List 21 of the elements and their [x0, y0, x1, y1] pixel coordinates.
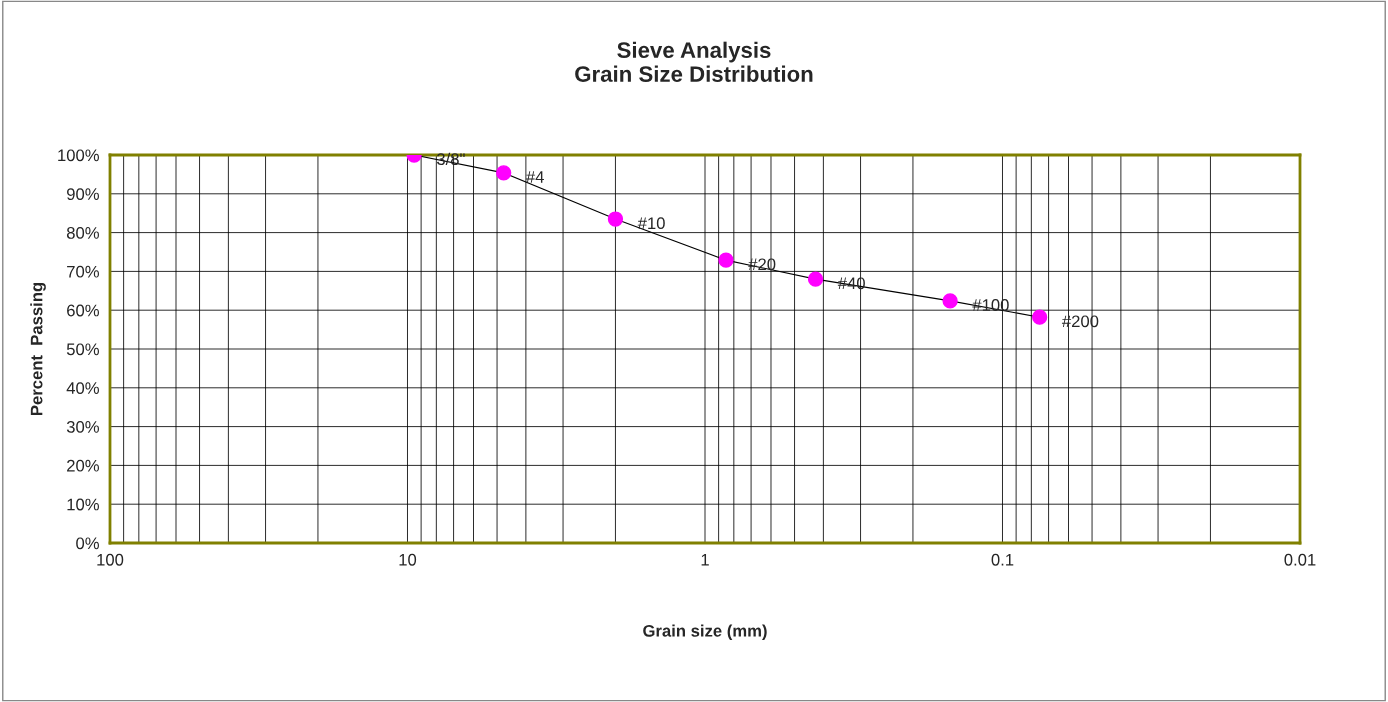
y-axis-title: Percent Passing [30, 282, 46, 416]
y-tick-label: 0% [76, 537, 99, 550]
y-tick-label: 90% [67, 188, 99, 200]
y-tick-label: 30% [66, 421, 99, 433]
x-axis-title: Grain size (mm) [643, 624, 767, 641]
y-tick-label: 20% [67, 459, 99, 472]
y-tick-label: 40% [66, 382, 99, 394]
annotation: #10 [637, 217, 665, 230]
y-tick-label: 10% [67, 498, 99, 511]
x-tick-label: 0.1 [991, 553, 1014, 566]
y-tick-label: 50% [66, 343, 99, 356]
annotation: #4 [525, 171, 544, 183]
y-tick-label: 80% [66, 227, 99, 239]
y-tick-label: 100% [58, 149, 99, 162]
x-tick-label: 100 [97, 553, 124, 566]
y-tick-label: 60% [67, 304, 99, 317]
x-tick-label: 0.01 [1284, 553, 1316, 566]
x-tick-label: 10 [399, 553, 417, 566]
y-tick-label: 70% [67, 265, 99, 278]
chart-title: Sieve Analysis Grain Size Distribution [575, 41, 813, 82]
x-tick-label: 1 [701, 554, 709, 566]
